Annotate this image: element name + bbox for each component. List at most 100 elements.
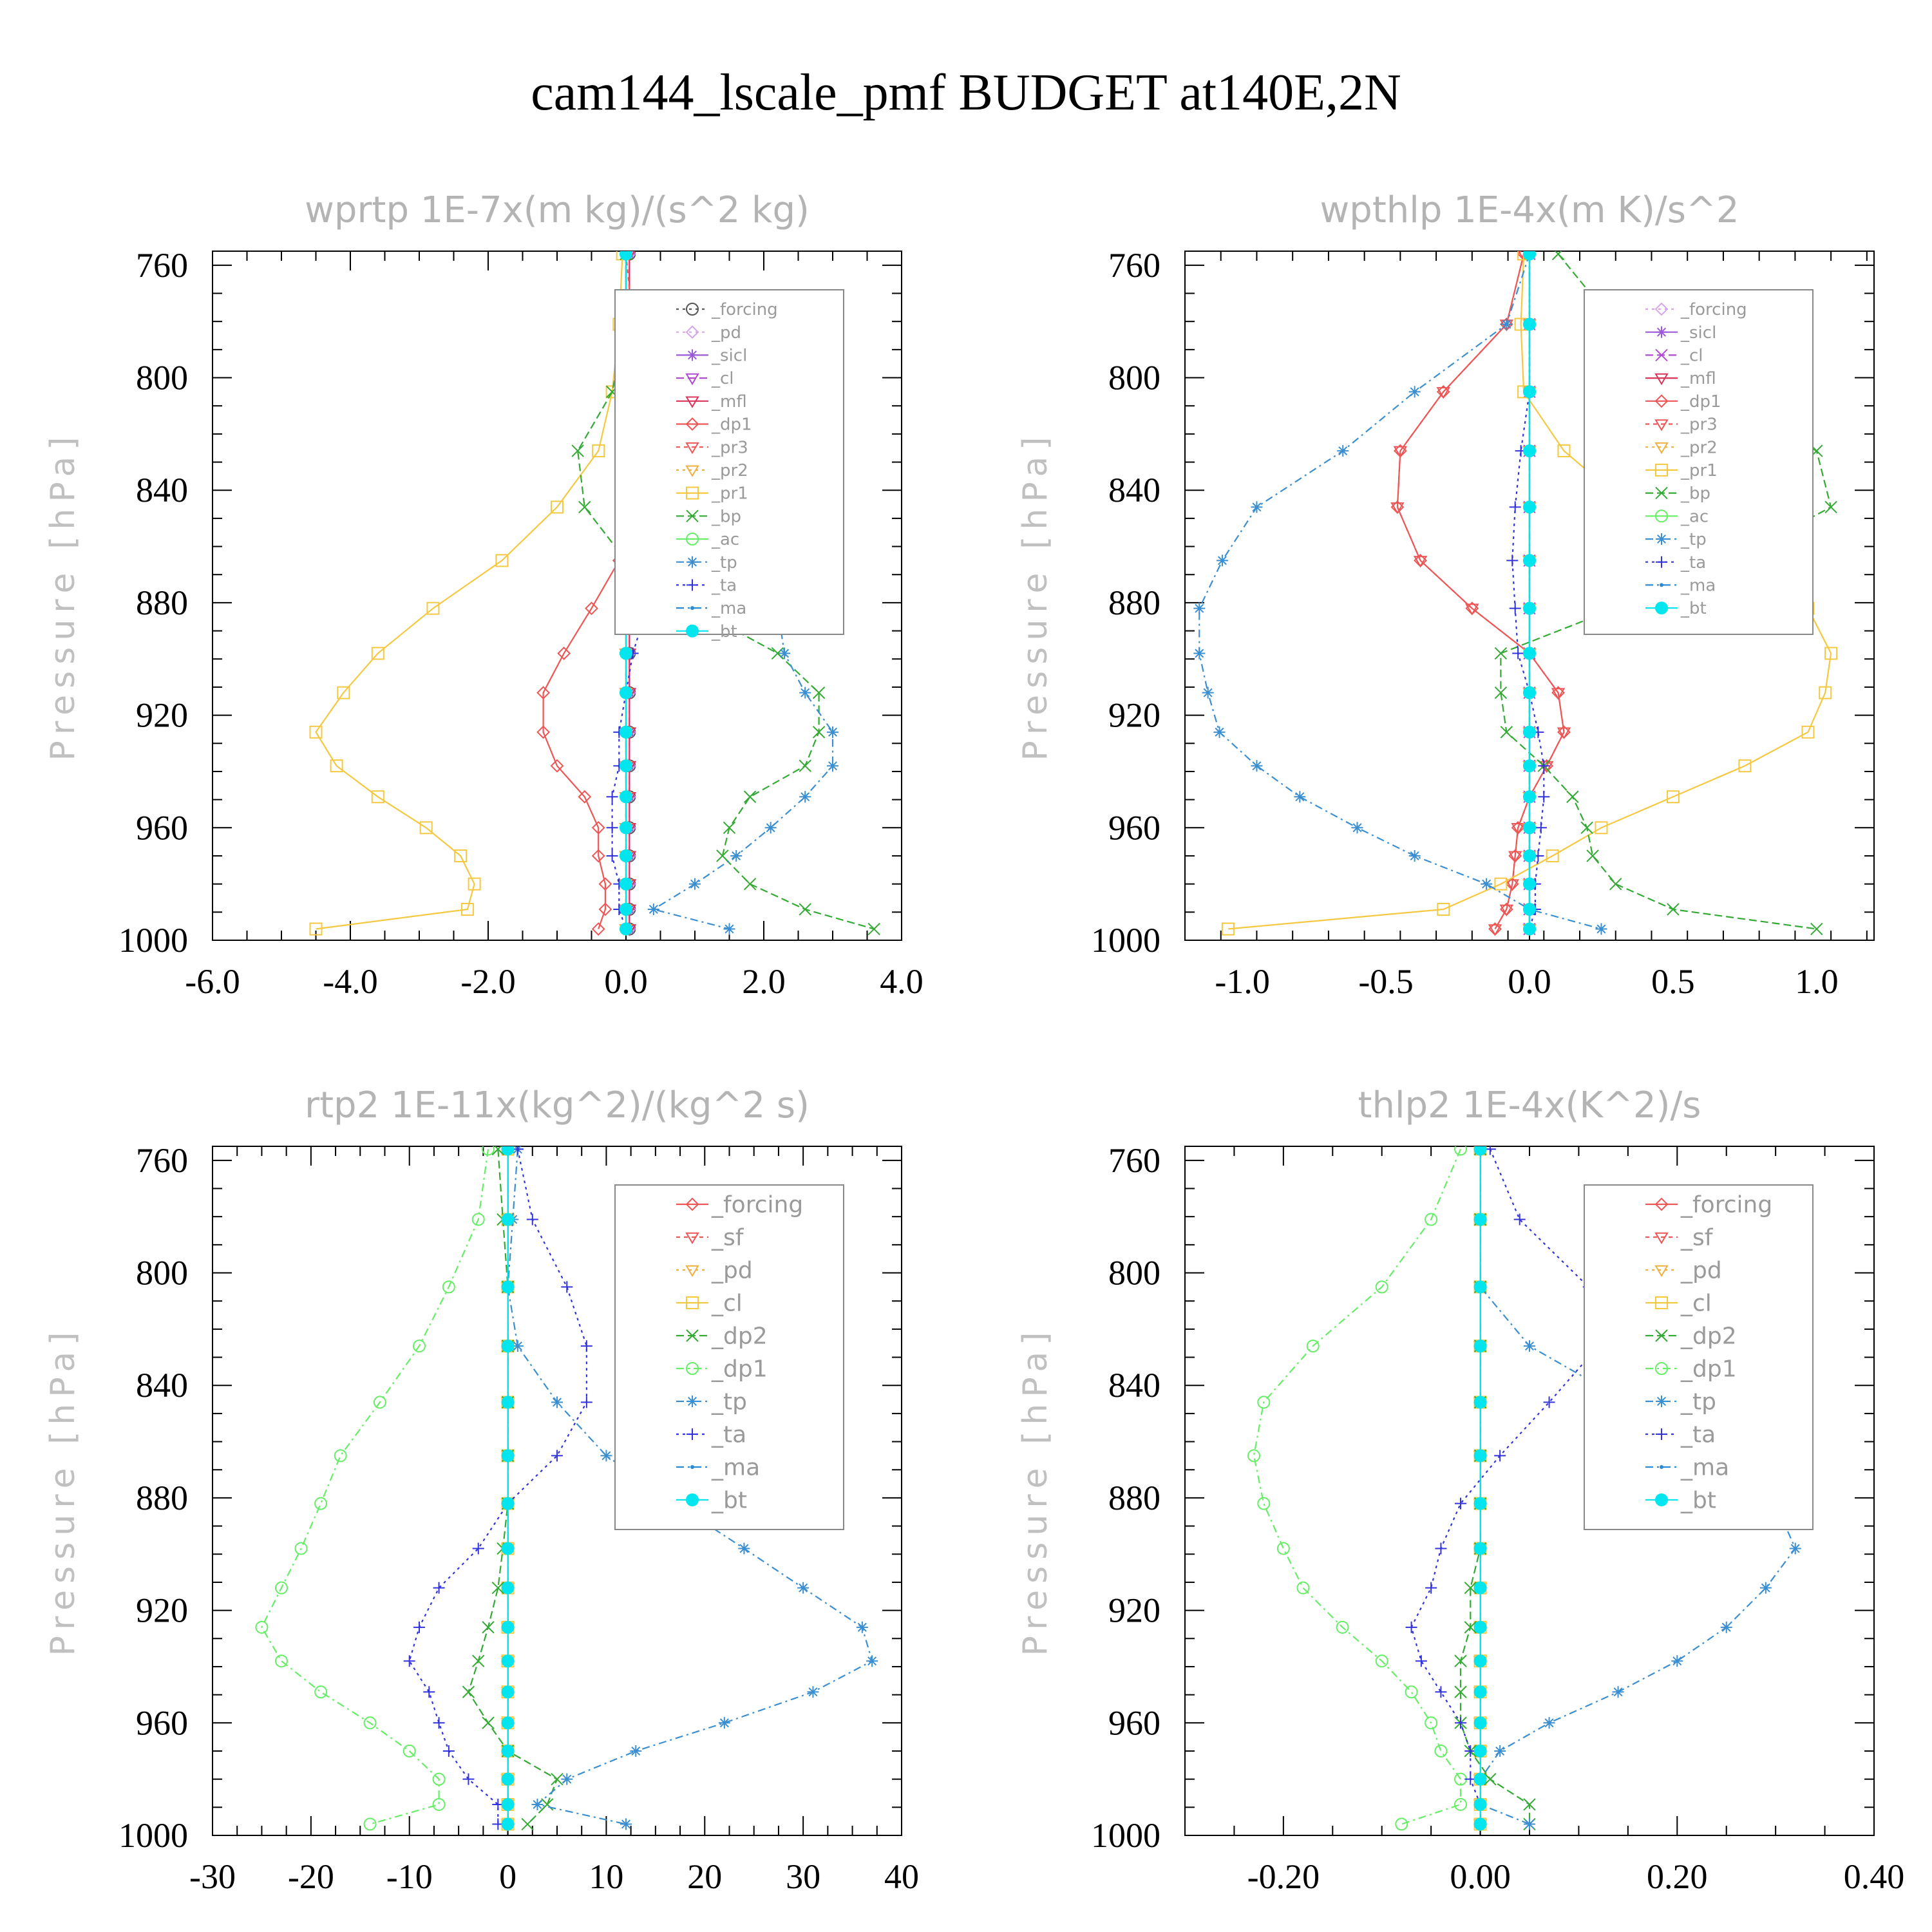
data-point_tp bbox=[1216, 554, 1228, 567]
data-point_tp bbox=[866, 1655, 878, 1667]
legend-label: _cl bbox=[711, 369, 734, 388]
data-point_pr1 bbox=[371, 647, 384, 660]
legend-marker_dp1 bbox=[686, 1362, 699, 1375]
data-point_dp1 bbox=[1425, 1716, 1438, 1730]
data-point_bt bbox=[1473, 1449, 1487, 1463]
data-point_bt bbox=[1473, 1817, 1487, 1831]
data-point_pr1 bbox=[309, 725, 323, 739]
data-point_dp1 bbox=[334, 1449, 347, 1463]
data-point_dp2 bbox=[521, 1817, 534, 1831]
data-point_bt bbox=[1473, 1685, 1487, 1699]
data-point_tp bbox=[1595, 923, 1607, 935]
data-point_dp2 bbox=[1464, 1581, 1477, 1595]
legend-marker_pd bbox=[685, 325, 699, 339]
legend-marker_cl bbox=[1655, 1296, 1668, 1309]
legend: _forcing _sf _pd _cl _dp2 _dp1 _tp _ta _ma _bt bbox=[614, 1184, 844, 1530]
data-point_dp1 bbox=[1276, 1542, 1290, 1555]
data-point_tp bbox=[1351, 822, 1363, 834]
legend-marker_forcing bbox=[1654, 302, 1669, 316]
series-line_dp1 bbox=[261, 1149, 489, 1825]
data-point_bp bbox=[1580, 821, 1593, 835]
legend-marker_dp1 bbox=[1655, 1362, 1668, 1375]
y-tick-label: 880 bbox=[1108, 1479, 1160, 1517]
legend-marker_bt bbox=[686, 1493, 699, 1506]
data-point_tp bbox=[1251, 501, 1263, 513]
y-tick-label: 840 bbox=[1108, 1366, 1160, 1405]
data-point_bp bbox=[578, 500, 591, 514]
data-point_dp1 bbox=[413, 1340, 426, 1353]
legend-label: _tp bbox=[711, 553, 737, 573]
y-tick-label: 840 bbox=[1108, 471, 1160, 509]
data-point_ta bbox=[433, 1582, 445, 1594]
data-point_ta bbox=[1455, 1497, 1466, 1510]
data-point_bt bbox=[501, 1146, 515, 1156]
legend-label: _tp bbox=[1680, 530, 1707, 549]
data-point_dp1 bbox=[591, 820, 605, 835]
legend-marker_cl bbox=[685, 373, 699, 386]
y-tick-label: 880 bbox=[136, 1479, 188, 1517]
data-point_bt bbox=[1523, 385, 1536, 399]
legend-marker_dp1 bbox=[685, 417, 699, 431]
data-point_dp1 bbox=[1375, 1654, 1388, 1668]
legend-label: _tp bbox=[1680, 1389, 1716, 1416]
legend-label: _ma bbox=[1680, 1455, 1729, 1481]
data-point_ta bbox=[1455, 1717, 1466, 1729]
data-point_dp1 bbox=[557, 647, 571, 660]
y-tick-label: 840 bbox=[136, 471, 188, 509]
data-point_dp1 bbox=[1306, 1340, 1320, 1353]
legend-label: _pr3 bbox=[1680, 415, 1718, 435]
panel-title: thlp2 1E-4x(K^2)/s bbox=[1358, 1084, 1701, 1126]
data-point_tp bbox=[856, 1621, 868, 1633]
data-point_tp bbox=[827, 760, 838, 772]
data-point_bt bbox=[1473, 1581, 1487, 1595]
data-point_tp bbox=[807, 1686, 819, 1698]
data-point_bp bbox=[1586, 849, 1599, 862]
legend: _forcing _pd _sicl _cl _mfl _dp1 _pr3 _pr2 _pr1 _… bbox=[614, 289, 844, 641]
data-point_bt bbox=[620, 849, 632, 862]
data-point_dp1 bbox=[1375, 1280, 1388, 1294]
data-point_bt bbox=[501, 1497, 515, 1510]
series-layer bbox=[255, 1146, 878, 1832]
legend-marker_sf bbox=[1654, 1232, 1669, 1244]
data-point_bt bbox=[1523, 686, 1536, 699]
legend-marker_sicl bbox=[687, 349, 698, 361]
data-point_bt bbox=[1473, 1797, 1487, 1811]
x-tick-label: -0.20 bbox=[1247, 1857, 1320, 1896]
data-point_dp1 bbox=[598, 902, 612, 916]
legend-marker_pr2 bbox=[685, 465, 699, 477]
x-tick-label: 40 bbox=[884, 1857, 919, 1896]
panel-title: wprtp 1E-7x(m kg)/(s^2 kg) bbox=[305, 189, 810, 231]
y-tick-label: 960 bbox=[1108, 1703, 1160, 1742]
data-point_bp bbox=[571, 444, 584, 457]
data-point_tp bbox=[1789, 1542, 1801, 1555]
data-point_ta bbox=[606, 849, 618, 862]
data-point_bt bbox=[501, 1716, 515, 1730]
data-point_bt bbox=[1473, 1340, 1487, 1353]
x-tick-label: -1.0 bbox=[1215, 962, 1269, 1001]
y-tick-label: 960 bbox=[136, 1703, 188, 1742]
data-point_pr3 bbox=[1511, 823, 1525, 835]
x-tick-label: 0.0 bbox=[604, 962, 648, 1001]
data-point_dp2 bbox=[541, 1798, 554, 1811]
data-point_pr3 bbox=[1436, 387, 1450, 399]
legend-marker_ta bbox=[1656, 556, 1667, 568]
legend-marker_bt bbox=[1655, 601, 1668, 615]
legend-label: _bt bbox=[711, 1488, 747, 1514]
data-point_bt bbox=[1523, 251, 1536, 261]
x-tick-label: 20 bbox=[687, 1857, 722, 1896]
data-point_dp1 bbox=[1247, 1449, 1260, 1463]
data-point_dp2 bbox=[491, 1581, 504, 1595]
x-tick-label: -10 bbox=[386, 1857, 433, 1896]
legend-box bbox=[614, 289, 844, 635]
x-tick-label: -30 bbox=[189, 1857, 236, 1896]
data-point_bt bbox=[620, 902, 632, 916]
data-point_tp bbox=[827, 726, 838, 738]
legend-marker_tp bbox=[1656, 1396, 1667, 1407]
data-point_tp bbox=[600, 1450, 612, 1462]
legend-label: _ac bbox=[711, 530, 739, 549]
x-tick-label: -6.0 bbox=[185, 962, 240, 1001]
legend-label: _sicl bbox=[1680, 323, 1716, 343]
legend-marker_cl bbox=[686, 1296, 699, 1309]
data-point_ta bbox=[1538, 791, 1550, 803]
